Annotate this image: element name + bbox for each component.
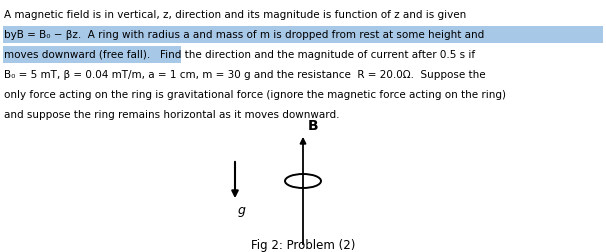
FancyBboxPatch shape	[3, 27, 603, 44]
Text: byB = B₀ − βz.  A ring with radius a and mass of m is dropped from rest at some : byB = B₀ − βz. A ring with radius a and …	[4, 30, 484, 40]
Text: only force acting on the ring is gravitational force (ignore the magnetic force : only force acting on the ring is gravita…	[4, 90, 506, 100]
Text: and suppose the ring remains horizontal as it moves downward.: and suppose the ring remains horizontal …	[4, 110, 339, 119]
Text: g: g	[238, 203, 246, 216]
Text: Fig 2: Problem (2): Fig 2: Problem (2)	[251, 238, 355, 251]
Text: A magnetic field is in vertical, z, direction and its magnitude is function of z: A magnetic field is in vertical, z, dire…	[4, 10, 466, 20]
Text: B₀ = 5 mT, β = 0.04 mT/m, a = 1 cm, m = 30 g and the resistance  R = 20.0Ω.  Sup: B₀ = 5 mT, β = 0.04 mT/m, a = 1 cm, m = …	[4, 70, 485, 80]
Text: B: B	[308, 118, 319, 133]
FancyBboxPatch shape	[3, 47, 181, 64]
Text: moves downward (free fall).   Find the direction and the magnitude of current af: moves downward (free fall). Find the dir…	[4, 50, 475, 60]
